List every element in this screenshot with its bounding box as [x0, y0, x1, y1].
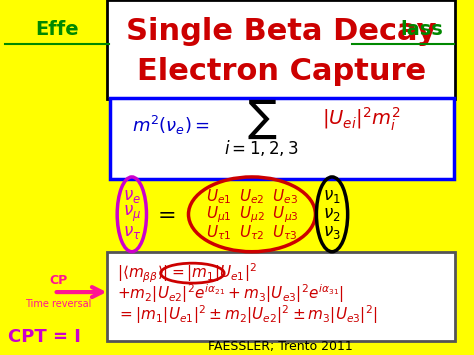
Text: $|\langle m_{\beta\beta}\rangle| = |m_1|U_{e1}|^2$: $|\langle m_{\beta\beta}\rangle| = |m_1|…	[117, 262, 257, 285]
FancyBboxPatch shape	[108, 0, 455, 99]
Text: $|U_{ei}|^2 m_i^2$: $|U_{ei}|^2 m_i^2$	[322, 106, 401, 133]
Text: $\nu_1$: $\nu_1$	[323, 187, 341, 206]
Text: $U_{e1}\;\; U_{e2}\;\; U_{e3}$: $U_{e1}\;\; U_{e2}\;\; U_{e3}$	[206, 187, 298, 206]
Text: CPT = I: CPT = I	[8, 328, 81, 346]
FancyBboxPatch shape	[108, 252, 455, 341]
Text: $+m_2|U_{e2}|^2 e^{i\alpha_{21}}+m_3|U_{e3}|^2 e^{i\alpha_{31}}|$: $+m_2|U_{e2}|^2 e^{i\alpha_{21}}+m_3|U_{…	[117, 283, 344, 305]
Text: $U_{\mu 1}\;\; U_{\mu 2}\;\; U_{\mu 3}$: $U_{\mu 1}\;\; U_{\mu 2}\;\; U_{\mu 3}$	[206, 204, 298, 225]
Text: Electron Capture: Electron Capture	[137, 57, 426, 86]
Text: $\sum$: $\sum$	[246, 98, 277, 141]
Text: $=$: $=$	[153, 204, 175, 224]
Text: $\nu_2$: $\nu_2$	[323, 205, 341, 223]
Text: CP: CP	[49, 274, 68, 286]
Text: $= |m_1|U_{e1}|^2 \pm m_2|U_{e2}|^2 \pm m_3|U_{e3}|^2|$: $= |m_1|U_{e1}|^2 \pm m_2|U_{e2}|^2 \pm …	[117, 304, 378, 326]
Text: lass: lass	[401, 20, 443, 39]
Text: $\nu_\tau$: $\nu_\tau$	[123, 223, 141, 241]
Text: Time reversal: Time reversal	[26, 299, 92, 309]
Text: Single Beta Decay: Single Beta Decay	[126, 17, 437, 47]
Text: $\nu_\mu$: $\nu_\mu$	[123, 204, 141, 224]
Text: $m^2(\nu_e) =$: $m^2(\nu_e) =$	[132, 114, 210, 137]
Text: $\nu_3$: $\nu_3$	[323, 223, 341, 241]
FancyBboxPatch shape	[110, 98, 454, 179]
Text: $U_{\tau 1}\;\; U_{\tau 2}\;\; U_{\tau 3}$: $U_{\tau 1}\;\; U_{\tau 2}\;\; U_{\tau 3…	[206, 223, 298, 242]
Text: FAESSLER; Trento 2011: FAESSLER; Trento 2011	[208, 340, 353, 354]
Text: $i=1,2,3$: $i=1,2,3$	[225, 137, 299, 158]
Text: Effe: Effe	[35, 20, 79, 39]
Text: $\nu_e$: $\nu_e$	[123, 187, 141, 206]
